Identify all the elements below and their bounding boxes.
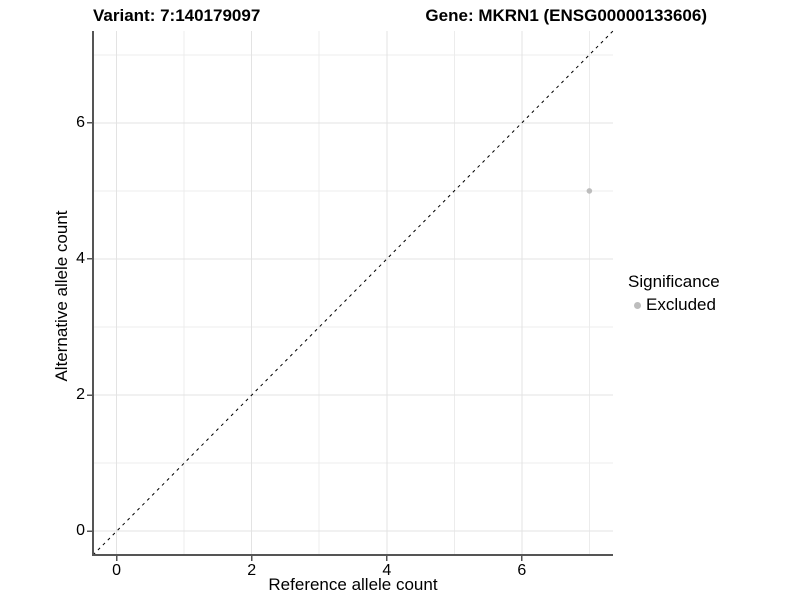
- legend-item-label: Excluded: [646, 295, 716, 314]
- x-tick-label: 4: [382, 562, 392, 579]
- legend-point-icon: [634, 301, 641, 309]
- x-tick-label: 6: [517, 562, 527, 579]
- x-tick-label: 2: [247, 562, 257, 579]
- y-tick-label: 2: [76, 386, 85, 404]
- legend: Significance Excluded: [628, 272, 720, 315]
- y-tick-label: 4: [76, 249, 85, 267]
- plot-title-row: Variant: 7:140179097 Gene: MKRN1 (ENSG00…: [93, 6, 707, 26]
- legend-title: Significance: [628, 272, 720, 291]
- variant-title: Variant: 7:140179097: [93, 6, 261, 25]
- legend-item-excluded: Excluded: [628, 295, 720, 315]
- x-tick-label: 0: [112, 562, 122, 579]
- x-axis-title: Reference allele count: [268, 575, 438, 594]
- y-axis-title: Alternative allele count: [52, 210, 71, 382]
- y-tick-label: 6: [76, 113, 85, 131]
- identity-dashed-line: [92, 30, 614, 556]
- y-tick-label: 0: [76, 522, 85, 540]
- gene-title: Gene: MKRN1 (ENSG00000133606): [425, 6, 707, 25]
- data-point-excluded: [586, 188, 593, 194]
